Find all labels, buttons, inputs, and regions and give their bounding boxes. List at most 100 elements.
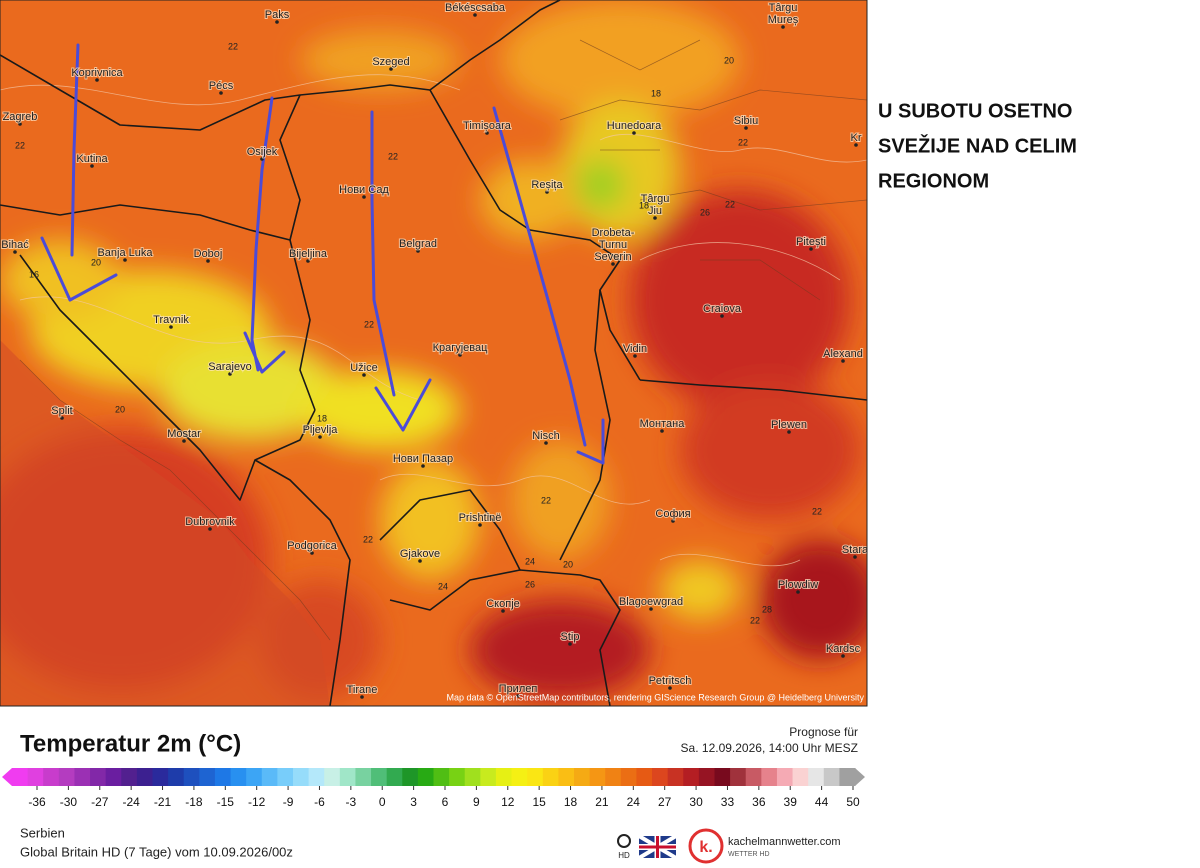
colorbar-swatch xyxy=(480,768,497,786)
colorbar-tick-label: 44 xyxy=(815,795,829,809)
city-label: Plowdiw xyxy=(778,579,818,591)
annotation: U SUBOTU OSETNO SVEŽIJE NAD CELIM REGION… xyxy=(878,100,1077,192)
colorbar-swatch xyxy=(683,768,700,786)
colorbar-swatch xyxy=(277,768,294,786)
colorbar-swatch xyxy=(199,768,216,786)
city-dot xyxy=(671,519,675,523)
city-label: Blagoewgrad xyxy=(619,596,683,608)
city-label: Прилеп xyxy=(499,683,538,695)
city-label: Pitești xyxy=(796,236,826,248)
city-dot xyxy=(306,259,310,263)
colorbar-swatch xyxy=(652,768,669,786)
colorbar-swatch xyxy=(230,768,247,786)
colorbar-swatch xyxy=(823,768,840,786)
contour-label: 24 xyxy=(525,556,535,566)
city-dot xyxy=(18,122,22,126)
colorbar-swatch xyxy=(745,768,762,786)
city-dot xyxy=(90,164,94,168)
colorbar-tick-label: 9 xyxy=(473,795,480,809)
contour-label: 18 xyxy=(317,413,327,423)
colorbar-swatch xyxy=(620,768,637,786)
city-dot xyxy=(841,359,845,363)
logo-area: HD k. kachelmannwetter.com WETTER HD xyxy=(617,828,841,864)
colorbar-swatch xyxy=(12,768,29,786)
city-dot xyxy=(95,78,99,82)
annotation-line: SVEŽIJE NAD CELIM xyxy=(878,133,1077,157)
city-label: Craiova xyxy=(703,303,742,315)
colorbar-tick-label: 12 xyxy=(501,795,515,809)
city-label: Kr xyxy=(851,132,862,144)
city-label: Split xyxy=(51,405,72,417)
contour-label: 22 xyxy=(228,41,238,51)
colorbar-swatch xyxy=(839,768,856,786)
colorbar-swatch xyxy=(527,768,544,786)
colorbar-swatch xyxy=(574,768,591,786)
city-label: Kardsc xyxy=(826,643,861,655)
colorbar-tick-label: -18 xyxy=(185,795,203,809)
colorbar-swatch xyxy=(293,768,310,786)
arrows xyxy=(40,43,605,465)
colorbar-tick-label: 0 xyxy=(379,795,386,809)
contour-label: 22 xyxy=(363,534,373,544)
colorbar-swatch xyxy=(90,768,107,786)
contour-label: 26 xyxy=(525,579,535,589)
colorbar-swatch xyxy=(386,768,403,786)
colorbar-swatch xyxy=(667,768,684,786)
contour-label: 20 xyxy=(91,257,101,267)
contour-label: 16 xyxy=(29,269,39,279)
city-label: Užice xyxy=(350,362,378,374)
colorbar-swatch xyxy=(761,768,778,786)
colorbar-swatch xyxy=(792,768,809,786)
city-label: Stara xyxy=(842,544,869,556)
colorbar-tick-label: -9 xyxy=(283,795,294,809)
colorbar-swatch xyxy=(136,768,153,786)
colorbar-swatch xyxy=(417,768,434,786)
colorbar-swatch xyxy=(449,768,466,786)
model-run: Global Britain HD (7 Tage) vom 10.09.202… xyxy=(20,844,293,859)
city-dot xyxy=(611,262,615,266)
city-label: Sibiu xyxy=(734,115,758,127)
city-dot xyxy=(796,590,800,594)
colorbar-swatch xyxy=(511,768,528,786)
city-label: Banja Luka xyxy=(97,247,153,259)
forecast-label: Prognose für xyxy=(789,725,858,739)
colorbar-swatch xyxy=(183,768,200,786)
colorbar-swatch xyxy=(58,768,75,786)
colorbar-swatch xyxy=(261,768,278,786)
city-label: Крагујевац xyxy=(433,342,489,354)
colorbar-swatch xyxy=(636,768,653,786)
city-label: Stip xyxy=(561,631,580,643)
city-dot xyxy=(169,325,173,329)
colorbar-end xyxy=(855,768,865,786)
city-dot xyxy=(720,314,724,318)
city-dot xyxy=(653,216,657,220)
borders xyxy=(0,0,867,706)
colorbar-tick-label: 6 xyxy=(442,795,449,809)
colorbar-swatch xyxy=(105,768,122,786)
city-dot xyxy=(228,372,232,376)
contour-label: 22 xyxy=(738,137,748,147)
city-dot xyxy=(260,157,264,161)
colorbar-swatch xyxy=(43,768,60,786)
city-label: Belgrad xyxy=(399,238,437,250)
city-dot xyxy=(478,523,482,527)
city-label: Bihać xyxy=(1,239,29,251)
city-label: Szeged xyxy=(372,56,409,68)
brand-letter: k. xyxy=(699,839,712,856)
city-dot xyxy=(854,143,858,147)
city-dot xyxy=(473,13,477,17)
brand-logo xyxy=(688,828,724,864)
contour-label: 18 xyxy=(639,200,649,210)
colorbar-swatch xyxy=(589,768,606,786)
colorbar-tick-label: 30 xyxy=(689,795,703,809)
city-label: Podgorica xyxy=(287,540,337,552)
contour-label: 28 xyxy=(762,604,772,614)
colorbar-swatch xyxy=(730,768,747,786)
city-label: Travnik xyxy=(153,314,189,326)
colorbar-tick-label: -27 xyxy=(91,795,109,809)
colorbar-swatch xyxy=(27,768,44,786)
city-dot xyxy=(649,607,653,611)
colorbar-swatch xyxy=(402,768,419,786)
